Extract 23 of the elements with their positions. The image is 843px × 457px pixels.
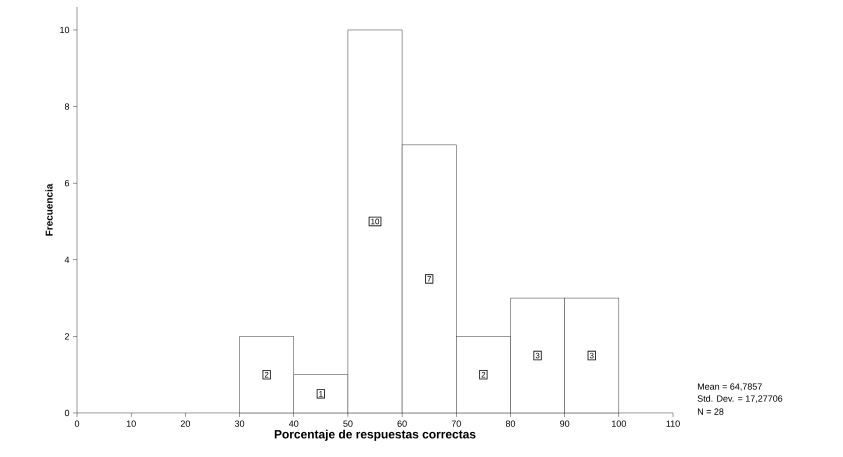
y-tick-label: 4 [64,256,70,263]
x-tick-label: 30 [234,420,244,427]
x-tick-label: 60 [398,420,407,427]
y-tick-label: 0 [64,410,70,416]
text: Std. Dev. = 17,27706 [698,395,782,403]
x-tick-label: 0 [74,420,80,427]
y-axis-title: Frecuencia [45,184,53,236]
x-tick-label: 50 [343,420,353,427]
x-tick-label: 20 [180,420,190,427]
x-tick-label: 110 [666,420,680,427]
y-tick-label: 2 [64,333,70,340]
x-tick-label: 70 [452,420,461,427]
y-tick-label: 8 [64,103,70,110]
x-tick-label: 40 [288,420,298,427]
x-tick-label: 100 [612,420,626,427]
x-tick-label: 90 [560,420,570,427]
y-tick-label: 6 [64,180,70,186]
x-tick-label: 10 [126,420,136,427]
x-axis-title: Porcentaje de respuestas correctas [274,430,476,441]
y-tick-label: 10 [60,26,70,34]
text: N = 28 [698,408,724,415]
x-tick-label: 80 [506,420,516,427]
text: Mean = 64,7857 [698,383,762,391]
